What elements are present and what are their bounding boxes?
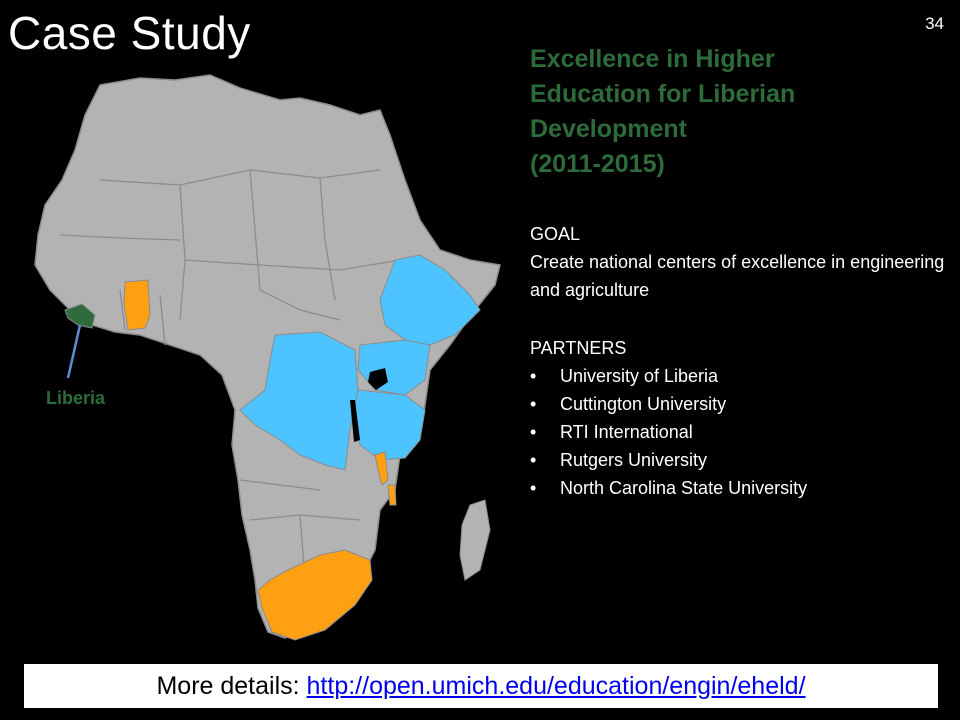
heading-line-3: Development [530,115,687,143]
partner-item: University of Liberia [530,362,950,390]
africa-landmass [34,74,501,639]
country-south-africa [257,549,373,641]
footer-banner: More details: http://open.umich.edu/educ… [24,664,938,708]
heading-line-2: Education for Liberian [530,80,796,108]
country-drc [239,331,359,471]
partners-label: PARTNERS [530,338,627,358]
country-ethiopia [379,254,481,346]
goal-text: Create national centers of excellence in… [530,252,945,300]
heading-line-4: (2011-2015) [530,150,665,178]
slide-title: Case Study [8,7,251,59]
slide-heading: Excellence in Higher Education for Liber… [530,42,950,182]
footer-prefix: More details: [156,672,307,700]
slide-number: 34 [925,14,944,33]
partners-list: University of Liberia Cuttington Univers… [530,362,950,502]
country-malawi [374,451,389,486]
partner-item: RTI International [530,418,950,446]
lake-victoria [368,368,388,390]
partner-item: Cuttington University [530,390,950,418]
details-link[interactable]: http://open.umich.edu/education/engin/eh… [306,672,806,700]
map-label-liberia: Liberia [46,388,106,408]
africa-map [0,60,520,660]
country-ghana [123,279,151,331]
madagascar [459,499,491,581]
liberia-pointer [66,324,82,379]
country-liberia [64,303,96,329]
partner-item: North Carolina State University [530,474,950,502]
country-mozambique-strip [387,484,397,506]
body-content: GOAL Create national centers of excellen… [530,220,950,502]
goal-label: GOAL [530,224,581,244]
partner-item: Rutgers University [530,446,950,474]
country-borders [59,169,401,581]
lake-tanganyika [350,400,360,442]
heading-line-1: Excellence in Higher [530,45,775,73]
